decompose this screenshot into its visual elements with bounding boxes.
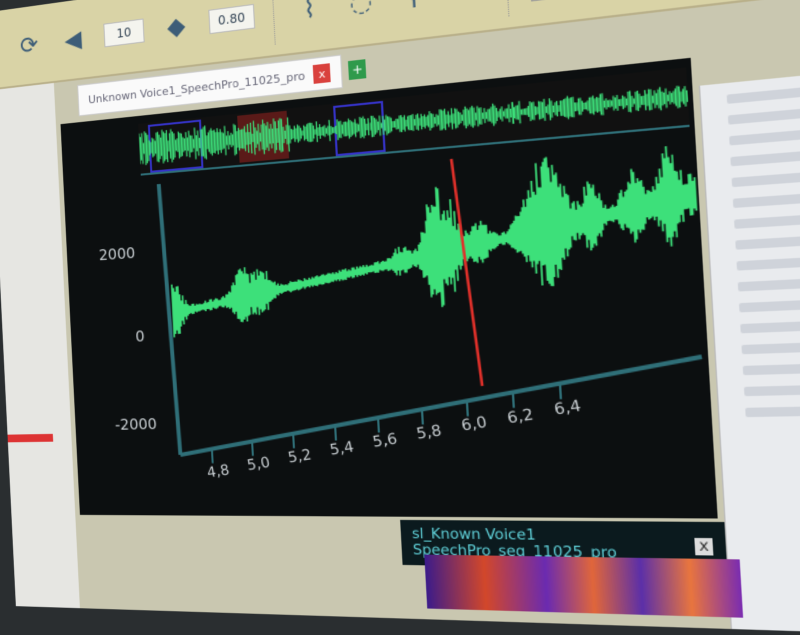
close-icon[interactable]: x	[313, 63, 331, 84]
x-tick-label: 5,4	[329, 439, 356, 459]
toolbar-divider	[271, 0, 276, 45]
gain-field[interactable]: 10	[103, 18, 144, 47]
x-tick	[513, 392, 514, 407]
close-icon[interactable]: x	[695, 537, 714, 555]
x-tick	[560, 384, 561, 400]
waveform-trace	[167, 144, 703, 337]
bottom-panel: sl_Known Voice1 SpeechPro_seg_11025_pro …	[303, 511, 730, 606]
marker	[8, 434, 54, 442]
x-tick	[422, 409, 423, 424]
speaker-icon[interactable]: ◀	[58, 23, 87, 56]
x-tick	[212, 449, 213, 463]
x-tick-label: 4,8	[206, 462, 231, 481]
add-tab-button[interactable]: +	[348, 59, 366, 80]
diamond-icon[interactable]: ◆	[161, 9, 192, 43]
x-tick-label: 5,2	[287, 447, 313, 467]
waveform-panel[interactable]: 2000 0 -2000 4,8 5,0 5,2 5,4 5,6 5,8 6,0 6,2 6,4	[61, 58, 718, 519]
threshold-field[interactable]: 0.80	[208, 4, 255, 34]
x-tick	[335, 426, 336, 441]
x-tick	[252, 441, 253, 455]
spectrogram	[424, 555, 743, 618]
search-icon[interactable]: ⚲	[396, 0, 431, 14]
y-tick-label: -2000	[115, 415, 158, 434]
waveform-plot[interactable]	[61, 58, 718, 519]
x-tick	[293, 434, 294, 449]
playhead-cursor[interactable]	[451, 157, 482, 386]
toolbar-divider	[504, 0, 510, 16]
zoom-region-icon[interactable]: ◌	[344, 0, 378, 20]
refresh-icon[interactable]: ⟳	[15, 29, 44, 61]
x-tick	[378, 418, 379, 433]
curve-icon[interactable]: ⌇	[293, 0, 326, 27]
db-icon[interactable]: dB	[450, 0, 486, 7]
x-tick-label: 6,4	[553, 397, 583, 419]
y-tick-label: 0	[135, 327, 145, 345]
list-icon[interactable]: ☰	[529, 0, 577, 2]
x-axis	[176, 357, 707, 455]
y-tick-label: 2000	[98, 244, 135, 264]
x-tick-label: 5,0	[246, 454, 272, 474]
x-tick-label: 6,2	[506, 406, 535, 427]
x-tick	[467, 401, 468, 416]
